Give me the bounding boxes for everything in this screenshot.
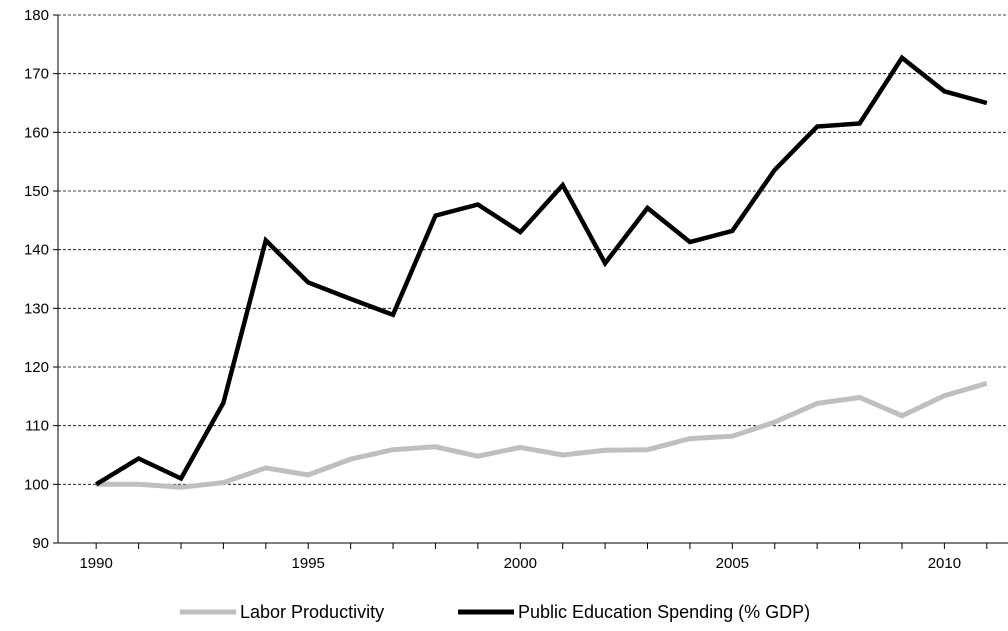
y-tick-label-100: 100 [24,476,49,493]
x-tick-label-2000: 2000 [504,555,537,572]
y-tick-labels: 90 100 110 120 130 140 150 160 170 180 [24,7,49,552]
x-tick-label-1990: 1990 [79,555,112,572]
y-tick-label-140: 140 [24,242,49,259]
x-tick-label-1995: 1995 [292,555,325,572]
y-tick-label-110: 110 [25,418,49,435]
legend-label-labor-productivity: Labor Productivity [240,602,384,622]
legend-label-public-education-spending: Public Education Spending (% GDP) [518,602,810,622]
gridlines [58,14,1008,485]
y-tick-label-170: 170 [24,66,49,83]
x-tick-label-2010: 2010 [928,555,961,572]
axes [53,14,1008,549]
y-tick-label-160: 160 [24,124,49,141]
x-tick-labels: 1990 1995 2000 2005 2010 [79,555,961,572]
y-tick-label-90: 90 [32,535,49,552]
y-tick-label-180: 180 [24,7,49,24]
y-tick-label-120: 120 [24,359,49,376]
y-tick-label-130: 130 [24,300,49,317]
series-line-labor-productivity [96,380,988,490]
x-tick-label-2005: 2005 [716,555,749,572]
legend: Labor Productivity Public Education Spen… [180,602,810,622]
series-line-public-education-spending-gdp [95,54,988,487]
series-lines [95,54,988,490]
y-tick-label-150: 150 [24,183,49,200]
